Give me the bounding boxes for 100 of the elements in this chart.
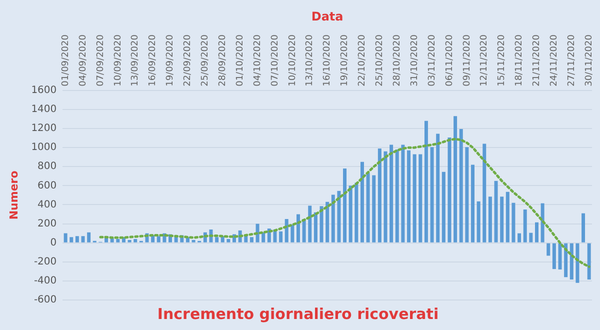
x-tick-label: 04/09/2020 <box>78 34 88 86</box>
x-tick-label: 13/09/2020 <box>130 34 141 86</box>
bar <box>134 239 138 242</box>
x-tick-label: 15/11/2020 <box>497 34 508 86</box>
bar <box>343 168 347 242</box>
bar <box>70 237 74 242</box>
bar <box>360 162 364 242</box>
bar <box>424 120 428 242</box>
bar <box>587 243 591 280</box>
x-tick-label: 03/11/2020 <box>427 34 438 86</box>
x-tick-label: 31/10/2020 <box>410 34 420 86</box>
bar <box>284 219 288 242</box>
bar <box>64 233 68 242</box>
x-tick-label: 06/11/2020 <box>444 34 455 86</box>
bar <box>534 222 538 242</box>
bar <box>418 154 422 242</box>
bar <box>395 149 399 242</box>
x-tick-label: 16/10/2020 <box>322 34 333 86</box>
bar <box>471 164 474 242</box>
y-axis-title: Numero <box>7 170 20 220</box>
x-tick-label: 21/11/2020 <box>532 34 542 86</box>
x-tick-label: 04/10/2020 <box>252 34 263 86</box>
bar <box>482 144 486 242</box>
bar <box>87 232 91 242</box>
text: Incremento giornaliero ricoverati <box>157 304 439 323</box>
x-tick-label: 25/10/2020 <box>375 34 386 86</box>
bar <box>552 243 556 270</box>
bar <box>296 214 300 242</box>
x-tick-label: 07/09/2020 <box>96 34 106 86</box>
bar <box>564 243 568 278</box>
bar <box>337 190 341 242</box>
bar <box>348 186 352 242</box>
x-tick-label: 19/10/2020 <box>340 34 350 86</box>
bar <box>506 192 510 242</box>
bar <box>331 194 335 242</box>
y-tick-label: 600 <box>38 180 57 192</box>
y-tick-label: -200 <box>34 256 57 268</box>
x-tick-label: 10/10/2020 <box>288 34 298 86</box>
bar <box>215 237 219 242</box>
x-tick-label: 13/10/2020 <box>305 34 316 86</box>
x-tick-label: 12/11/2020 <box>480 34 490 86</box>
bar <box>302 219 306 242</box>
y-tick-label: -400 <box>34 276 57 287</box>
bar <box>523 209 527 242</box>
bar <box>546 243 550 256</box>
bar <box>75 236 79 242</box>
bar <box>116 239 120 242</box>
bar <box>256 224 260 242</box>
bar <box>488 196 492 242</box>
bar <box>582 213 586 242</box>
bar <box>128 240 132 242</box>
y-tick-label: 200 <box>38 218 57 230</box>
bar <box>494 180 498 242</box>
bar <box>407 150 411 242</box>
x-tick-label: 25/09/2020 <box>200 34 211 86</box>
y-tick-label: 1400 <box>31 104 57 116</box>
bar <box>570 243 574 280</box>
bar <box>436 134 440 242</box>
bar <box>518 233 522 242</box>
bar <box>500 196 504 242</box>
bar <box>366 172 370 242</box>
bar <box>412 154 416 242</box>
y-tick-label: 0 <box>50 237 57 248</box>
bar <box>320 206 324 242</box>
x-tick-label: 10/09/2020 <box>113 34 124 86</box>
bar <box>442 172 446 242</box>
bar <box>454 116 458 242</box>
x-axis-title: Data <box>311 9 344 24</box>
bar <box>372 175 376 242</box>
bar <box>308 206 312 242</box>
bar <box>459 128 463 242</box>
bar <box>250 237 254 242</box>
bar <box>378 148 382 242</box>
x-tick-label: 28/09/2020 <box>218 34 228 86</box>
y-tick-label: 1000 <box>31 142 57 154</box>
bar <box>192 240 196 242</box>
bar <box>226 239 230 242</box>
bar <box>448 138 452 242</box>
x-tick-label: 19/09/2020 <box>166 34 176 86</box>
line-series <box>99 138 590 268</box>
bar <box>529 232 533 242</box>
x-tick-label: 01/09/2020 <box>60 34 71 86</box>
bar <box>262 232 266 242</box>
bar <box>558 243 562 270</box>
x-tick-label: 27/11/2020 <box>566 34 577 86</box>
bar <box>401 144 405 242</box>
y-tick-label: -600 <box>34 294 57 306</box>
bar <box>465 147 469 242</box>
bar <box>576 243 580 283</box>
x-tick-label: 01/10/2020 <box>235 34 246 86</box>
y-tick-label: 1600 <box>31 84 57 96</box>
bar <box>156 236 160 242</box>
x-tick-label: 09/11/2020 <box>462 34 472 86</box>
x-tick-label: 24/11/2020 <box>550 34 560 86</box>
x-tick-label: 28/10/2020 <box>392 34 402 86</box>
bar <box>279 231 283 242</box>
x-tick-label: 22/09/2020 <box>183 34 194 86</box>
bar <box>326 202 330 242</box>
x-tick-label: 22/10/2020 <box>358 34 368 86</box>
bar <box>354 182 358 242</box>
